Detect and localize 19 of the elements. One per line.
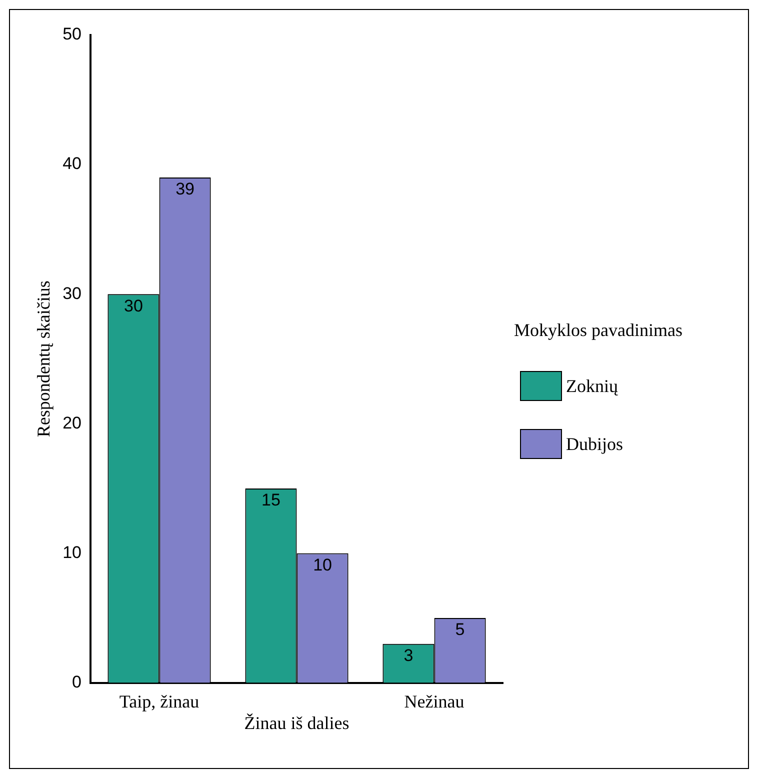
y-axis-title: Respondentų skaičius: [34, 280, 54, 438]
legend-label: Dubijos: [566, 434, 624, 454]
data-label: 30: [124, 296, 143, 316]
y-tick-label: 20: [62, 413, 82, 432]
data-label: 5: [455, 620, 465, 640]
x-tick-label: Taip, žinau: [119, 691, 200, 712]
legend-title: Mokyklos pavadinimas: [514, 320, 684, 341]
y-tick-label: 30: [62, 284, 82, 303]
y-tick-label: 50: [62, 24, 82, 44]
x-tick-label: Nežinau: [404, 691, 464, 712]
y-tick-label: 0: [72, 672, 82, 692]
data-label: 39: [176, 180, 194, 199]
y-tick-label: 40: [62, 154, 82, 174]
y-tick-label: 10: [62, 542, 82, 562]
legend-label: Zoknių: [566, 376, 618, 396]
data-label: 3: [404, 646, 414, 666]
data-label: 10: [313, 555, 332, 574]
data-label: 15: [262, 490, 280, 510]
x-tick-label: Žinau iš dalies: [244, 712, 350, 733]
